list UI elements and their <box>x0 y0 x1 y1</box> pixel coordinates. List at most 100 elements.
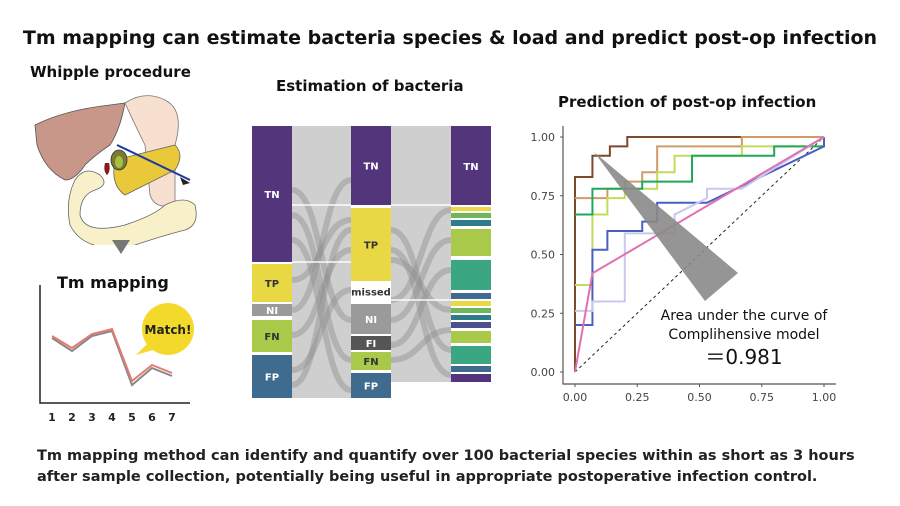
footer-line-1: Tm mapping method can identify and quant… <box>37 448 855 464</box>
label: FI <box>366 339 377 350</box>
whipple-anatomy-illustration <box>34 95 197 245</box>
main-title: Tm mapping can estimate bacteria species… <box>22 27 878 49</box>
x-tick-label: 0.75 <box>750 391 775 404</box>
species-stripe <box>451 220 491 226</box>
auc-value: ＝0.981 <box>705 345 782 369</box>
flow-curve <box>291 247 352 338</box>
axes <box>39 285 190 404</box>
whipple-heading: Whipple procedure <box>30 63 191 81</box>
flow-curve <box>390 207 452 303</box>
roc-curve-5 <box>575 137 825 326</box>
x-tick-label: 0.25 <box>625 391 650 404</box>
species-stripe <box>451 301 491 306</box>
node-fi: FI <box>351 336 391 350</box>
pointer-wedge <box>594 152 738 301</box>
y-tick-label: 0.25 <box>531 307 556 320</box>
flow-band <box>391 126 451 382</box>
node-tn: TN <box>252 126 292 262</box>
species-stripe <box>451 213 491 218</box>
species-stripe <box>451 229 491 256</box>
species-stripe <box>451 331 491 343</box>
species-stripe <box>451 374 491 382</box>
x-tick: 2 <box>68 411 76 424</box>
match-bubble: Match! <box>136 303 194 355</box>
node-tp: TP <box>252 264 292 302</box>
tm-mapping-heading: Tm mapping <box>57 273 169 292</box>
node-ni: NI <box>252 304 292 317</box>
x-tick: 6 <box>148 411 156 424</box>
label: FN <box>264 332 279 343</box>
species-stripe <box>451 207 491 211</box>
label: FP <box>364 382 378 393</box>
down-triangle-icon <box>112 240 130 254</box>
flow-curve <box>291 177 352 313</box>
label: TP <box>364 241 378 252</box>
roc-curve-2 <box>575 136 824 200</box>
roc-curve-1 <box>574 136 824 372</box>
flow-curve <box>291 212 352 363</box>
species-stripe <box>451 366 491 372</box>
label: FN <box>363 357 378 368</box>
auc-annotation-line2: Complihensive model <box>668 327 819 343</box>
x-tick: 4 <box>108 411 116 424</box>
estimation-heading: Estimation of bacteria <box>276 77 464 95</box>
species-stripe <box>451 293 491 299</box>
roc-curve-4 <box>575 137 825 216</box>
node-tn: TN <box>451 126 491 205</box>
flow-curve <box>390 227 452 353</box>
flow-curve <box>390 237 452 323</box>
label: TN <box>463 162 478 173</box>
x-tick: 3 <box>88 411 96 424</box>
x-tick: 1 <box>48 411 56 424</box>
flow-curve <box>291 237 352 393</box>
label: NI <box>365 315 377 326</box>
footer-text: Tm mapping method can identify and quant… <box>37 446 877 488</box>
node-tn: TN <box>351 126 391 205</box>
label: TP <box>265 279 279 290</box>
x-tick-label: 1.00 <box>812 391 837 404</box>
node-fn: FN <box>252 320 292 352</box>
species-stripe <box>451 260 491 290</box>
label: NI <box>266 306 278 317</box>
label: missed <box>351 288 391 299</box>
x-tick: 5 <box>128 411 136 424</box>
species-stripe <box>451 322 491 328</box>
prediction-heading: Prediction of post-op infection <box>558 93 817 111</box>
y-tick-label: 0.75 <box>531 190 556 203</box>
y-tick-label: 0.00 <box>531 366 556 379</box>
footer-line-2: after sample collection, potentially bei… <box>37 469 818 485</box>
label: TN <box>363 162 378 173</box>
node-ni: NI <box>351 304 391 334</box>
node-fp: FP <box>252 355 292 398</box>
label: Match! <box>145 323 192 337</box>
species-stripe <box>451 346 491 364</box>
flow-curve <box>390 257 452 313</box>
x-tick-label: 0.00 <box>563 391 588 404</box>
flow-curve <box>390 267 452 348</box>
node-fn: FN <box>351 352 391 370</box>
y-tick-label: 1.00 <box>531 131 556 144</box>
sample-line <box>51 327 173 383</box>
node-tp: TP <box>351 208 391 281</box>
species-stripe <box>451 308 491 313</box>
species-stripe <box>451 315 491 320</box>
flow-curve <box>291 227 352 388</box>
auc-annotation-line1: Area under the curve of <box>661 308 829 324</box>
flow-curve <box>390 327 452 363</box>
roc-curve-7 <box>574 136 825 373</box>
tm-mapping-line-graph: Match! 1 2 3 4 5 6 7 <box>39 285 194 424</box>
chart-axes <box>562 126 836 385</box>
node-fp: FP <box>351 373 391 398</box>
flow-curve <box>291 287 352 373</box>
flow-curve <box>291 217 352 283</box>
node-missed: missed <box>351 288 391 299</box>
flow-curve <box>291 187 352 323</box>
arrow-icon <box>180 177 190 185</box>
x-tick: 7 <box>168 411 176 424</box>
label: TN <box>264 190 279 201</box>
y-tick-label: 0.50 <box>531 249 556 262</box>
flow-curve <box>390 247 452 378</box>
